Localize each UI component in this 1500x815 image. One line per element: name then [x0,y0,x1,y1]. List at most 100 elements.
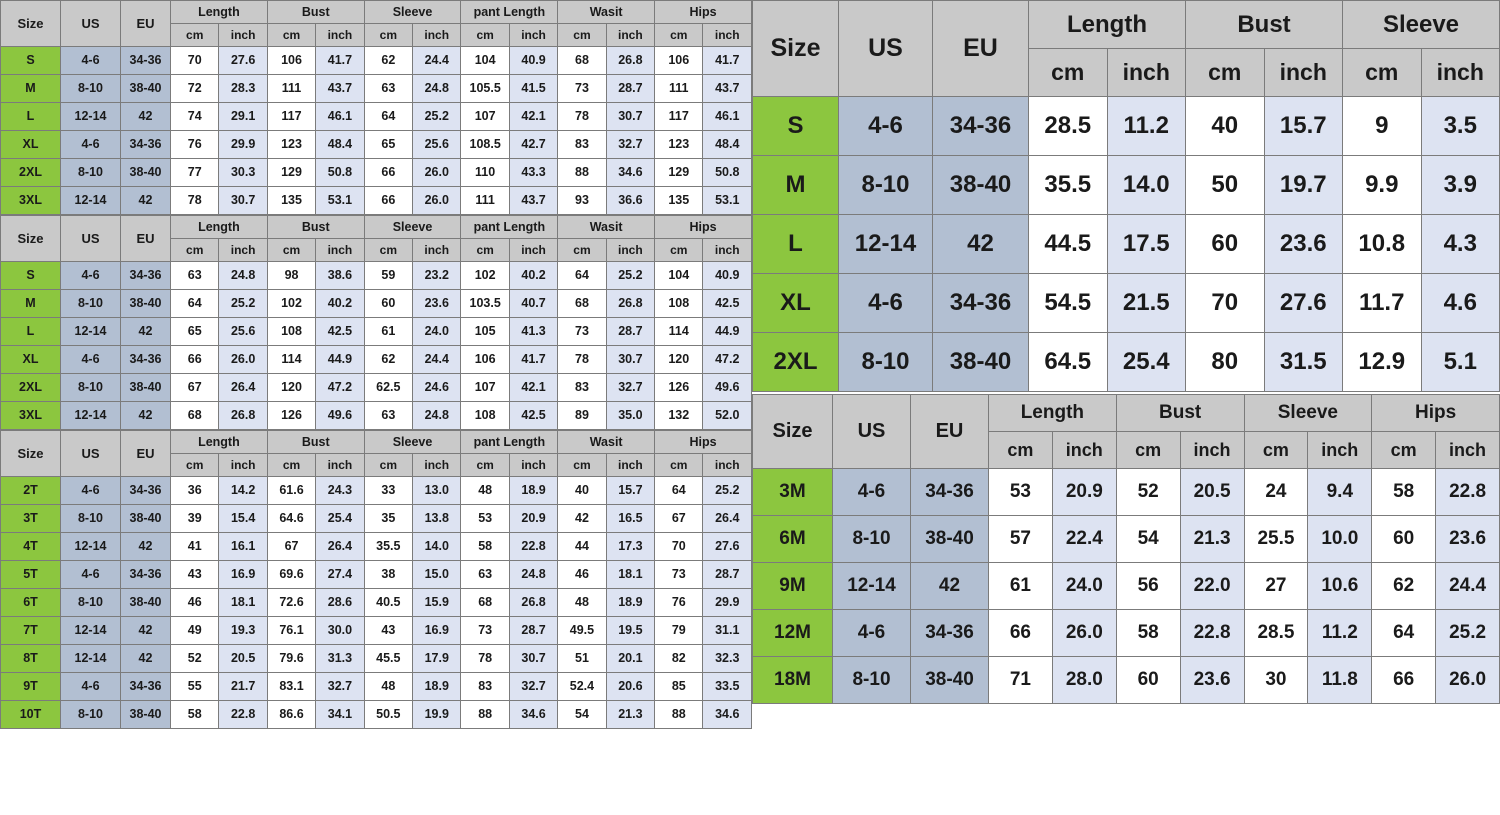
cell-cm-8: 44 [557,532,607,561]
cell-size: M [752,155,839,215]
cell-inch-9: 36.6 [605,186,656,215]
cell-inch-3: 46.1 [315,102,365,131]
header-group-length: Length [170,430,268,454]
header-group-hips: Hips [654,430,752,454]
cell-cm-10: 106 [654,46,704,75]
cell-inch-7: 20.9 [508,504,559,533]
cell-inch-5: 13.8 [412,504,462,533]
cell-eu: 38-40 [120,373,171,402]
cell-inch-11: 32.3 [702,644,752,673]
header-group-hips: Hips [654,215,752,239]
cell-us: 4-6 [838,96,933,156]
cell-cm-4: 60 [363,289,414,318]
header-group-pant-length: pant Length [460,215,559,239]
cell-us: 4-6 [832,609,911,657]
cell-cm-2: 50 [1185,155,1265,215]
cell-cm-2: 58 [1115,609,1181,657]
cell-cm-2: 83.1 [266,672,317,701]
header-unit-inch-9: inch [605,238,656,262]
cell-cm-6: 62 [1371,562,1437,610]
cell-inch-1: 24.0 [1051,562,1117,610]
cell-eu: 34-36 [932,273,1029,333]
table-row: 12M 4-6 34-36 66 26.0 58 22.8 28.5 11.2 64 25.2 [752,609,1500,657]
cell-cm-4: 9 [1342,96,1422,156]
cell-inch-7: 22.8 [1435,468,1500,516]
cell-inch-1: 29.9 [218,130,268,159]
cell-cm-6: 107 [460,102,510,131]
header-row-units: cm inch cm inch cm inch cm inch cm inch cm inch [1,23,752,47]
cell-cm-4: 62 [363,345,414,374]
header-group-pant-length: pant Length [460,430,559,454]
cell-inch-9: 35.0 [605,401,656,430]
cell-cm-6: 105.5 [460,74,510,103]
header-unit-cm-2: cm [266,453,317,477]
cell-cm-0: 70 [169,46,220,75]
cell-inch-1: 26.4 [218,373,268,402]
cell-eu: 34-36 [120,560,171,589]
header-unit-inch-3: inch [1263,48,1343,97]
cell-inch-7: 23.6 [1435,515,1500,563]
header-unit-inch-1: inch [218,238,268,262]
cell-eu: 42 [120,102,171,131]
cell-inch-11: 53.1 [702,186,752,215]
cell-cm-2: 135 [266,186,317,215]
cell-inch-1: 28.3 [218,74,268,103]
cell-cm-0: 71 [988,656,1053,704]
cell-cm-6: 64 [1371,609,1437,657]
cell-cm-2: 79.6 [266,644,317,673]
cell-size: L [0,317,61,346]
cell-cm-10: 79 [654,616,704,645]
cell-inch-9: 30.7 [605,345,656,374]
table-row: S 4-6 34-36 28.5 11.2 40 15.7 9 3.5 [752,96,1500,156]
cell-cm-0: 28.5 [1028,96,1108,156]
cell-cm-0: 52 [169,644,220,673]
cell-cm-4: 66 [363,158,414,187]
cell-cm-2: 102 [266,289,317,318]
header-row-groups: Size US EU Length Bust Sleeve [752,0,1500,97]
header-eu: EU [120,430,171,477]
table-row: S 4-6 34-36 63 24.8 98 38.6 59 23.2 102 40.2 64 25.2… [0,261,752,290]
cell-size: S [0,261,61,290]
cell-cm-2: 56 [1115,562,1181,610]
cell-inch-7: 40.2 [508,261,559,290]
cell-cm-4: 10.8 [1342,214,1422,274]
cell-inch-11: 46.1 [702,102,752,131]
header-unit-cm-10: cm [654,238,704,262]
cell-inch-9: 18.9 [605,588,656,617]
cell-cm-0: 66 [169,345,220,374]
cell-inch-5: 15.0 [412,560,462,589]
cell-inch-7: 43.7 [508,186,559,215]
cell-inch-5: 4.3 [1420,214,1500,274]
cell-us: 8-10 [60,504,121,533]
cell-inch-7: 42.1 [508,102,559,131]
cell-eu: 38-40 [120,289,171,318]
cell-cm-4: 35.5 [363,532,414,561]
cell-cm-2: 126 [266,401,317,430]
cell-cm-10: 85 [654,672,704,701]
cell-inch-1: 26.0 [1051,609,1117,657]
cell-inch-1: 21.7 [218,672,268,701]
cell-cm-4: 9.9 [1342,155,1422,215]
cell-cm-8: 73 [557,74,607,103]
cell-inch-11: 27.6 [702,532,752,561]
cell-us: 12-14 [60,532,121,561]
cell-eu: 34-36 [120,46,171,75]
cell-inch-7: 24.4 [1435,562,1500,610]
cell-cm-0: 76 [169,130,220,159]
cell-inch-7: 30.7 [508,644,559,673]
table-row: 3XL 12-14 42 68 26.8 126 49.6 63 24.8 108 42.5 89 35… [0,401,752,430]
header-unit-inch-11: inch [702,453,752,477]
cell-size: 2T [0,476,61,505]
table-header: Size US EU Length Bust Sleeve cm inch cm inch cm in… [752,0,1500,97]
header-group-bust: Bust [1115,394,1245,432]
cell-size: XL [0,130,61,159]
cell-eu: 38-40 [120,74,171,103]
cell-us: 4-6 [832,468,911,516]
cell-cm-2: 60 [1115,656,1181,704]
table-row: 6T 8-10 38-40 46 18.1 72.6 28.6 40.5 15.9 68 26.8 4… [0,588,752,617]
cell-cm-10: 76 [654,588,704,617]
cell-size: 2XL [752,332,839,392]
cell-inch-3: 28.6 [315,588,365,617]
header-unit-inch-3: inch [315,453,365,477]
cell-cm-0: 68 [169,401,220,430]
